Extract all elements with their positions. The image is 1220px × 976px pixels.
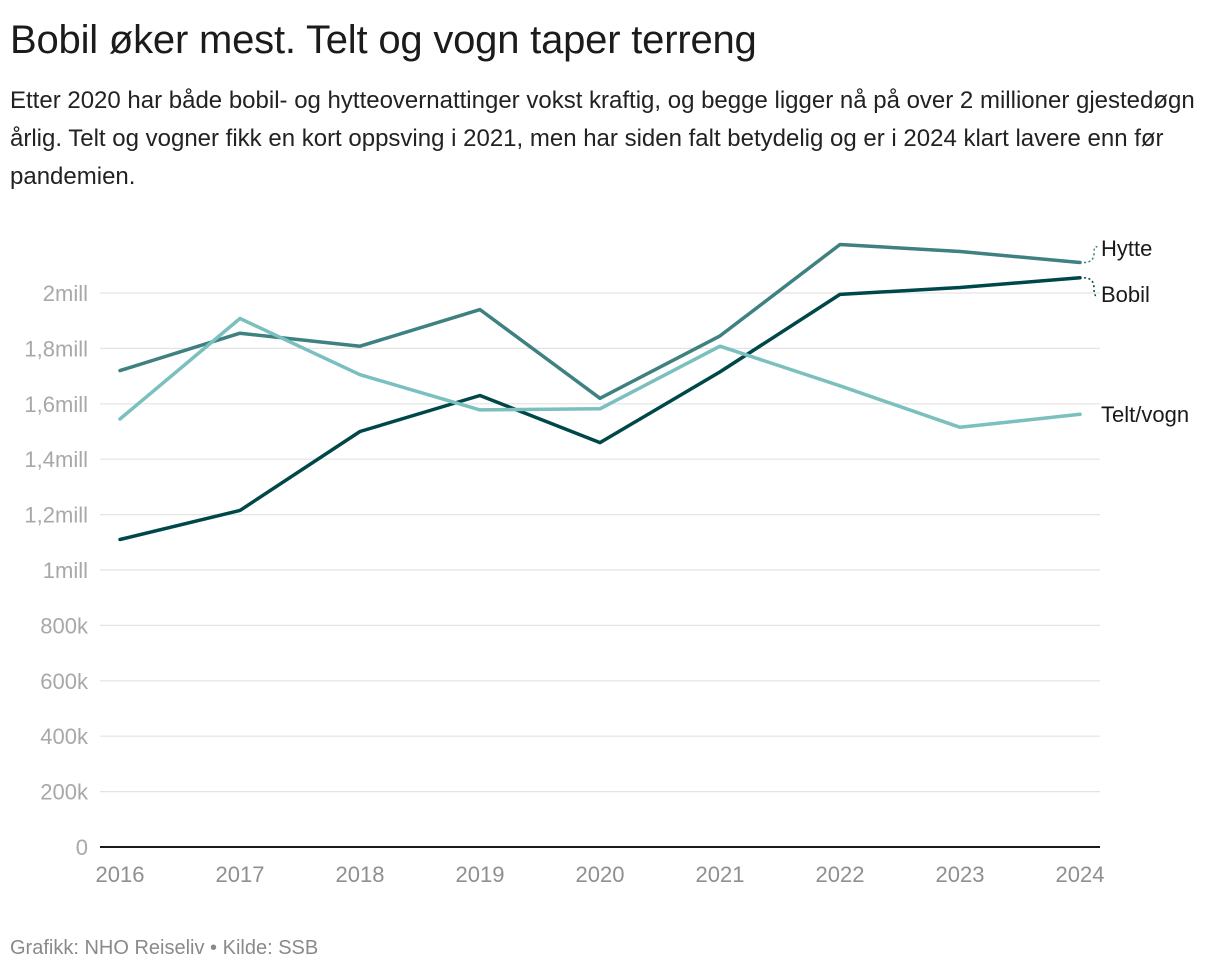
x-tick-label: 2023 [936, 862, 985, 887]
x-tick-label: 2016 [96, 862, 145, 887]
series-label: Hytte [1101, 236, 1152, 261]
y-axis: 0 200k 400k 600k 800k 1mill 1,2mill 1,4mill 1,6m… [24, 281, 89, 860]
y-tick-label: 1,8mill [24, 336, 88, 361]
separator-bullet: • [210, 937, 218, 959]
series-label: Telt/vogn [1101, 402, 1189, 427]
x-tick-label: 2018 [336, 862, 385, 887]
x-tick-label: 2017 [216, 862, 265, 887]
chart-title: Bobil øker mest. Telt og vogn taper terr… [10, 18, 757, 62]
series-labels: Hytte Bobil Telt/vogn [1083, 236, 1189, 427]
x-tick-label: 2019 [456, 862, 505, 887]
footer-credit: Grafikk: NHO Reiseliv • Kilde: SSB [10, 934, 318, 962]
y-tick-label: 1mill [43, 558, 88, 583]
label-connector [1083, 245, 1099, 264]
series-lines [118, 242, 1082, 542]
gridlines [100, 292, 1100, 793]
x-tick-label: 2024 [1056, 862, 1105, 887]
y-tick-label: 0 [76, 835, 88, 860]
series-line-hytte [118, 242, 1082, 401]
y-tick-label: 1,2mill [24, 503, 88, 528]
y-tick-label: 2mill [43, 281, 88, 306]
y-tick-label: 600k [40, 669, 89, 694]
source-text: Kilde: SSB [222, 937, 319, 959]
series-label: Bobil [1101, 282, 1150, 307]
y-tick-label: 800k [40, 613, 89, 638]
y-tick-label: 400k [40, 724, 89, 749]
series-line-telt-vogn [118, 316, 1082, 430]
x-tick-label: 2022 [816, 862, 865, 887]
chart-subtitle: Etter 2020 har både bobil- og hytteovern… [10, 87, 1195, 190]
label-connector [1083, 277, 1099, 297]
x-tick-label: 2021 [696, 862, 745, 887]
x-tick-label: 2020 [576, 862, 625, 887]
y-tick-label: 1,6mill [24, 392, 88, 417]
series-line-bobil [118, 276, 1082, 542]
x-axis: 2016 2017 2018 2019 2020 2021 2022 2023 2024 [96, 846, 1105, 887]
credit-text: Grafikk: NHO Reiseliv [10, 937, 205, 959]
y-tick-label: 1,4mill [24, 447, 88, 472]
y-tick-label: 200k [40, 780, 89, 805]
